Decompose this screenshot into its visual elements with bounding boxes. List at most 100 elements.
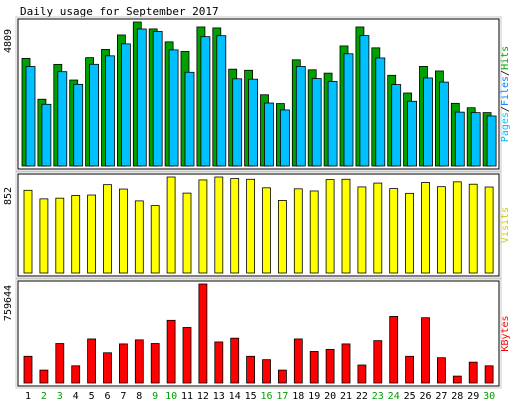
bar-files-day-4 (73, 83, 84, 167)
bar-files-day-27 (438, 81, 449, 167)
bar-files-day-12 (200, 36, 211, 167)
y-max-label-hits-files-pages: 4809 (3, 29, 14, 53)
bar-visits-day-7 (119, 188, 128, 274)
bar-visits-day-22 (357, 186, 367, 274)
bar-files-day-7 (121, 43, 131, 167)
x-tick-label-day-7: 7 (120, 391, 126, 402)
x-tick-label-day-2: 2 (41, 391, 47, 402)
bar-kbytes-day-26 (421, 317, 430, 384)
bar-visits-day-26 (421, 182, 430, 274)
series-label-pages: Pages (500, 112, 511, 142)
x-tick-label-day-1: 1 (25, 391, 31, 402)
bar-kbytes-day-3 (55, 343, 65, 384)
x-tick-label-day-8: 8 (136, 391, 142, 402)
bar-visits-day-19 (309, 190, 319, 274)
bar-files-day-1 (25, 66, 36, 167)
series-labels-hits-files-pages: Pages/Files/Hits (500, 46, 511, 142)
bar-kbytes-day-5 (87, 338, 96, 384)
series-label-hits: Hits (500, 46, 511, 70)
bar-files-day-8 (136, 28, 147, 167)
x-tick-label-day-20: 20 (324, 391, 336, 402)
bar-kbytes-day-8 (134, 339, 144, 384)
bar-visits-day-17 (277, 200, 287, 274)
x-tick-label-day-25: 25 (404, 391, 416, 402)
x-tick-label-day-29: 29 (467, 391, 479, 402)
x-tick-label-day-17: 17 (276, 391, 288, 402)
bar-kbytes-day-10 (166, 319, 176, 384)
bar-visits-day-16 (262, 187, 271, 274)
bar-files-day-5 (89, 63, 99, 167)
x-tick-label-day-15: 15 (245, 391, 257, 402)
y-max-label-kbytes: 759644 (3, 285, 14, 321)
bar-kbytes-day-12 (198, 283, 208, 384)
bar-kbytes-day-1 (23, 355, 33, 384)
bar-visits-day-12 (198, 179, 208, 274)
bar-kbytes-day-9 (150, 343, 160, 384)
x-tick-label-day-26: 26 (419, 391, 431, 402)
panel-hits-files-pages-frame-outer (15, 16, 502, 172)
bar-files-day-10 (168, 49, 179, 167)
bar-visits-day-6 (103, 184, 112, 274)
series-label-slash-3: / (500, 70, 511, 76)
bar-kbytes-day-20 (325, 348, 335, 384)
bar-kbytes-day-21 (341, 343, 351, 384)
bar-visits-day-20 (325, 179, 335, 274)
x-tick-label-day-5: 5 (89, 391, 95, 402)
bar-kbytes-day-6 (103, 352, 112, 384)
x-tick-label-day-19: 19 (308, 391, 320, 402)
bar-visits-day-10 (166, 176, 176, 274)
x-tick-label-day-14: 14 (229, 391, 241, 402)
bar-visits-day-13 (214, 176, 224, 274)
panel-kbytes-frame (17, 280, 500, 387)
bar-files-day-28 (454, 111, 465, 167)
series-label-slash-1: / (500, 106, 511, 112)
bar-files-day-16 (264, 102, 274, 167)
x-tick-label-day-3: 3 (57, 391, 63, 402)
series-label-files: Files (500, 76, 511, 106)
bar-files-day-26 (423, 77, 433, 167)
bar-visits-day-23 (373, 182, 383, 274)
bar-visits-day-18 (293, 188, 303, 274)
bar-kbytes-day-11 (182, 327, 192, 384)
chart-panels: 4809Pages/Files/Hits852Visits759644KByte… (3, 16, 511, 389)
bar-visits-day-9 (150, 205, 160, 274)
bar-visits-day-1 (23, 189, 33, 274)
x-tick-label-day-22: 22 (356, 391, 368, 402)
bar-kbytes-day-30 (484, 365, 494, 384)
bar-files-day-15 (248, 78, 259, 167)
x-tick-label-day-6: 6 (104, 391, 110, 402)
x-tick-label-day-28: 28 (451, 391, 463, 402)
x-axis-day-labels: 1 2 3 4 5 6 7 8 9 10 11 12 13 14 15 16 17 18 19 20 21 22 23 24 2… (25, 391, 495, 402)
bar-files-day-23 (375, 57, 386, 167)
bar-files-day-19 (311, 78, 322, 167)
bar-kbytes-day-7 (119, 343, 128, 384)
bar-files-day-22 (359, 35, 370, 167)
x-tick-label-day-4: 4 (73, 391, 79, 402)
bar-kbytes-day-13 (214, 341, 224, 384)
bar-kbytes-day-29 (468, 361, 478, 384)
bar-kbytes-day-27 (436, 357, 446, 384)
series-labels-kbytes: KBytes (500, 315, 511, 351)
bar-visits-day-21 (341, 178, 351, 274)
bar-kbytes-day-18 (293, 338, 303, 384)
bar-kbytes-day-4 (71, 365, 81, 384)
bar-visits-day-27 (436, 186, 446, 274)
bar-files-day-11 (184, 71, 195, 167)
bar-kbytes-day-16 (262, 359, 271, 384)
series-label-kbytes: KBytes (500, 315, 511, 351)
x-tick-label-day-11: 11 (181, 391, 193, 402)
x-tick-label-day-16: 16 (260, 391, 272, 402)
x-tick-label-day-30: 30 (483, 391, 495, 402)
x-tick-label-day-12: 12 (197, 391, 209, 402)
y-max-label-visits: 852 (3, 187, 14, 205)
bar-files-day-30 (486, 115, 497, 167)
bar-visits-day-14 (230, 178, 240, 274)
bar-kbytes-day-24 (389, 316, 399, 384)
panel-kbytes-frame-outer (15, 278, 502, 389)
bar-visits-day-2 (39, 198, 49, 274)
bar-files-day-25 (407, 100, 418, 167)
bar-kbytes-day-23 (373, 340, 383, 384)
bar-visits-day-15 (246, 178, 256, 274)
panel-visits: 852 Visits (3, 171, 511, 279)
